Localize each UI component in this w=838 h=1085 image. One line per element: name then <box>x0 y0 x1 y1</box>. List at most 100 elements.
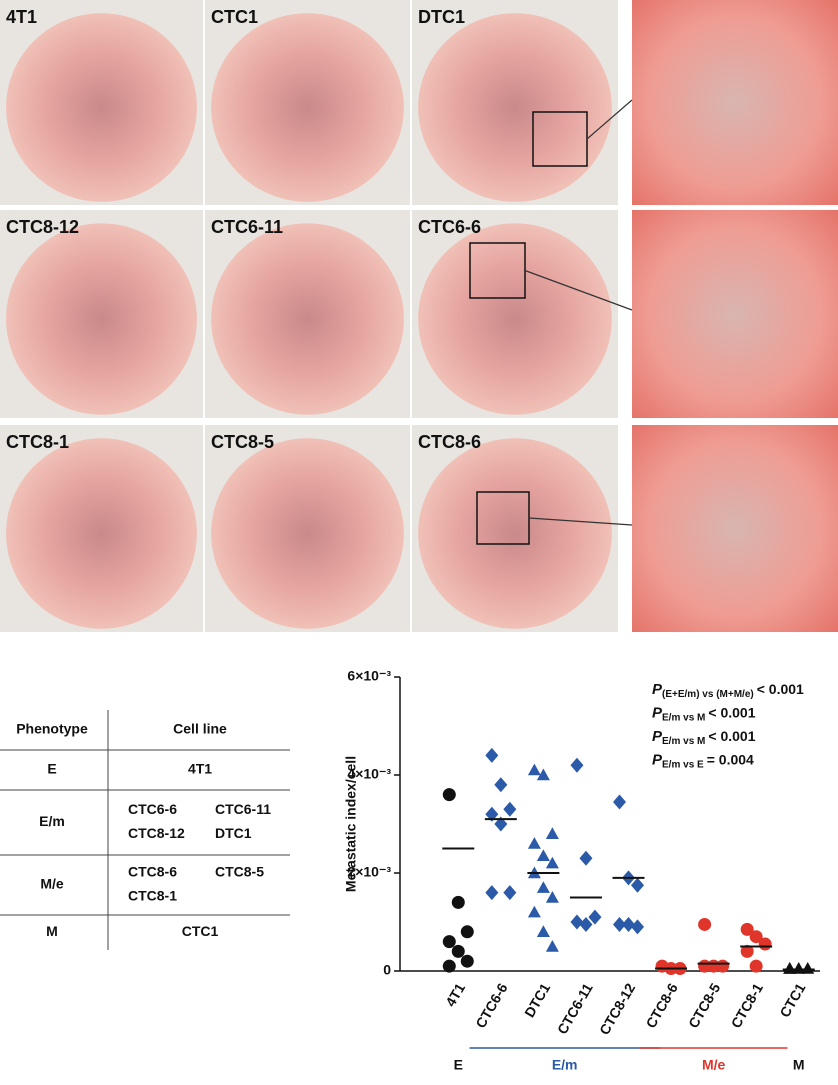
zoom-connector <box>524 269 633 311</box>
data-point <box>740 944 754 958</box>
x-tick-label: CTC1 <box>776 980 808 1020</box>
zoom-photo <box>632 0 838 205</box>
data-point <box>460 954 474 968</box>
data-point <box>536 881 550 893</box>
data-point <box>545 891 559 903</box>
zoom-connector <box>528 517 633 526</box>
zoom-photo <box>632 210 838 418</box>
x-tick-label: DTC1 <box>521 980 553 1020</box>
data-point <box>579 916 593 932</box>
data-point <box>749 959 763 973</box>
lung-tissue <box>211 223 404 415</box>
data-point <box>536 849 550 862</box>
lung-tissue <box>211 438 404 629</box>
x-tick-label: CTC6-6 <box>472 980 510 1031</box>
data-point <box>570 914 584 930</box>
cell-line: 4T1 <box>188 761 212 777</box>
p-value: PE/m vs M < 0.001 <box>652 728 756 747</box>
cell-line: CTC8-1 <box>128 888 177 904</box>
data-point <box>536 768 550 781</box>
x-tick-label: CTC6-11 <box>554 980 596 1037</box>
p-result: < 0.001 <box>708 728 755 744</box>
p-subscript: E/m vs M <box>662 736 705 747</box>
data-point <box>570 757 584 773</box>
data-point <box>503 801 517 817</box>
photo-label: CTC8-6 <box>418 432 481 452</box>
p-symbol: P <box>652 728 663 745</box>
x-tick-label: CTC8-6 <box>642 980 680 1031</box>
photo-label: CTC8-5 <box>211 432 274 452</box>
p-result: < 0.001 <box>757 681 804 697</box>
data-point <box>631 919 644 935</box>
lung-tissue <box>418 13 612 202</box>
data-point <box>527 763 541 776</box>
photo-grid: 4T1 CTC1 DTC1 CTC8-12 CTC6-11 CTC6-6 CTC8-1 CTC… <box>0 0 838 632</box>
data-point <box>792 962 806 974</box>
x-tick-label: CTC8-1 <box>728 980 766 1031</box>
data-point <box>801 962 815 974</box>
data-point <box>485 747 499 763</box>
lung-tissue <box>418 223 612 415</box>
data-point <box>460 925 474 939</box>
data-point <box>536 925 550 937</box>
lung-tissue <box>6 223 197 415</box>
data-point <box>442 935 456 949</box>
data-point <box>442 959 456 973</box>
data-point <box>758 937 772 951</box>
lung-tissue <box>6 438 197 629</box>
cell-line: DTC1 <box>215 825 252 841</box>
data-point <box>613 794 626 810</box>
data-point <box>527 905 541 918</box>
cell-line: CTC1 <box>182 923 219 939</box>
x-tick-label: CTC8-12 <box>596 980 638 1037</box>
photo-label: CTC1 <box>211 7 258 27</box>
p-symbol: P <box>652 704 663 721</box>
p-subscript: E/m vs M <box>662 712 705 723</box>
lung-tissue <box>418 438 612 629</box>
data-point <box>545 827 559 839</box>
phenotype: E/m <box>39 813 65 829</box>
data-point <box>494 816 508 832</box>
p-subscript: (E+E/m) vs (M+M/e) <box>662 689 754 700</box>
p-value: PE/m vs M < 0.001 <box>652 704 756 723</box>
data-point <box>622 916 635 932</box>
data-point <box>579 850 593 866</box>
data-point <box>588 909 602 925</box>
x-tick-label: CTC8-5 <box>685 980 723 1031</box>
lung-tissue <box>6 13 197 202</box>
group-label: M/e <box>702 1057 726 1073</box>
table-header: Cell line <box>173 721 227 737</box>
cell-line: CTC8-6 <box>128 864 177 880</box>
p-value: P(E+E/m) vs (M+M/e) < 0.001 <box>652 681 804 700</box>
p-symbol: P <box>652 681 663 698</box>
data-point <box>527 837 541 849</box>
group-label: E/m <box>552 1057 578 1073</box>
y-tick-label: 0 <box>383 962 391 978</box>
y-axis-label: Metastatic index/cell <box>343 756 359 892</box>
y-tick-label: 2×10⁻³ <box>347 864 391 880</box>
zoom-connector <box>586 99 633 140</box>
y-tick-label: 6×10⁻³ <box>347 668 391 684</box>
zoom-photo <box>632 425 838 632</box>
data-point <box>631 877 644 893</box>
photo-label: CTC6-6 <box>418 217 481 237</box>
data-point <box>442 788 456 802</box>
y-tick-label: 4×10⁻³ <box>347 766 391 782</box>
data-point <box>716 959 730 973</box>
phenotype: M <box>46 923 58 939</box>
data-point <box>783 962 797 974</box>
cell-line: CTC6-11 <box>215 801 271 817</box>
data-point <box>545 856 559 869</box>
data-point <box>749 930 763 944</box>
p-subscript: E/m vs E <box>662 759 704 770</box>
phenotype: M/e <box>40 876 64 892</box>
photo-label: CTC6-11 <box>211 217 283 237</box>
data-point <box>451 944 465 958</box>
data-point <box>485 885 499 901</box>
photo-label: 4T1 <box>6 7 37 27</box>
table-header: Phenotype <box>16 721 88 737</box>
photo-label: CTC8-12 <box>6 217 79 237</box>
data-point <box>503 885 517 901</box>
p-result: < 0.001 <box>708 704 755 720</box>
p-symbol: P <box>652 751 663 768</box>
